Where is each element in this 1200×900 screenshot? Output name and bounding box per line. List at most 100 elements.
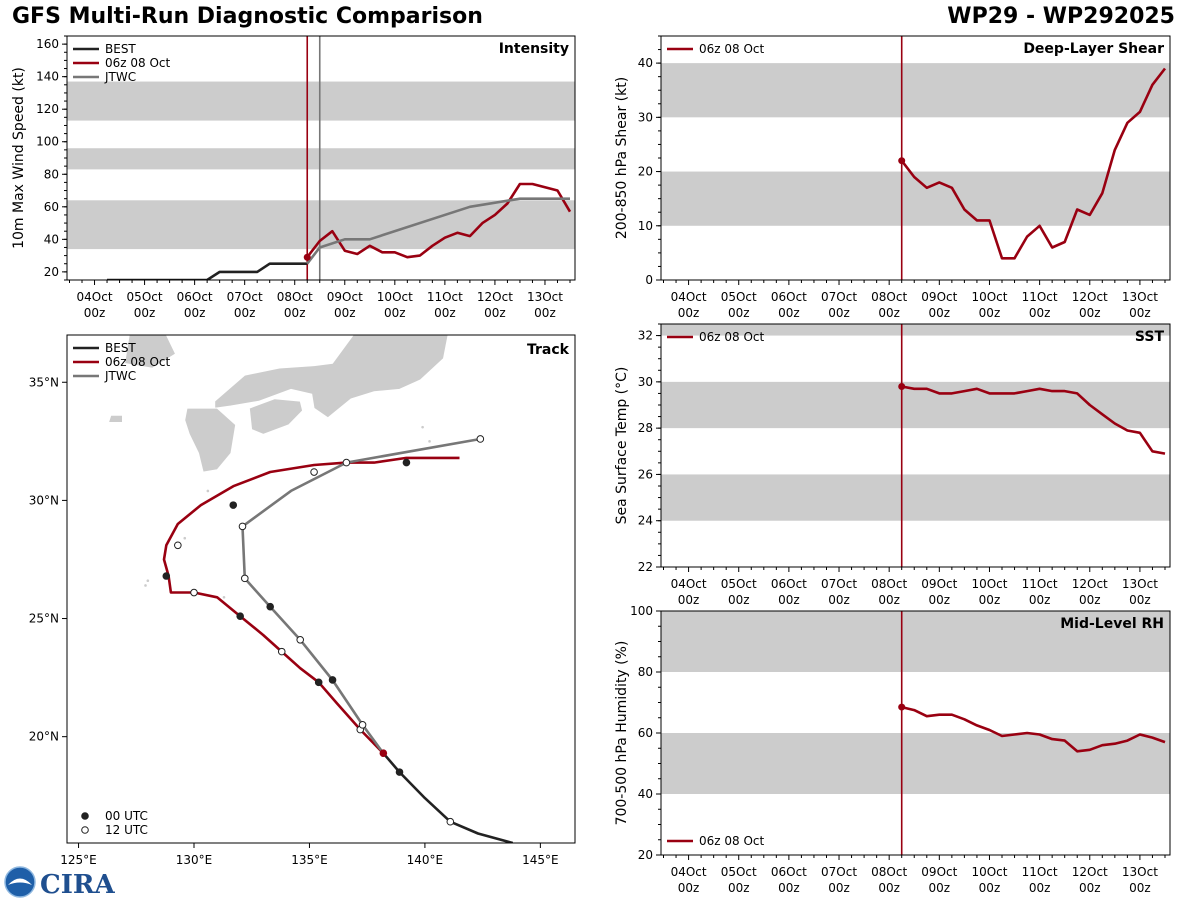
shear-xtick-label: 11Oct [1022,290,1058,304]
intensity-panel: 20 40 60 80 100 120 140 160 04Oct 00z 05Oct 00z 06Oc… [11,35,576,320]
shear-xtick-sublabel: 00z [979,306,1001,320]
track-ytick-label: 35°N [29,375,59,389]
track-start-point [379,749,388,758]
sst-xtick-label: 05Oct [721,577,757,591]
rh-band [661,611,1170,672]
shear-xtick-sublabel: 00z [929,306,951,320]
intensity-legend-label: BEST [105,42,136,56]
shear-xtick-sublabel: 00z [1129,306,1151,320]
intensity-ytick-label: 80 [44,167,59,181]
intensity-start-point [303,253,311,261]
intensity-ytick-label: 100 [36,135,59,149]
track-marker-legend-label: 00 UTC [105,809,148,823]
intensity-ylabel: 10m Max Wind Speed (kt) [11,67,27,249]
track-legend-label: JTWC [104,369,136,383]
sst-series-run [901,385,1166,455]
rh-xtick-sublabel: 00z [1029,881,1051,895]
intensity-xtick-sublabel: 00z [334,306,356,320]
land-mass [184,407,237,473]
land-mass [248,398,303,435]
sst-ylabel: Sea Surface Temp (°C) [614,367,630,525]
shear-xtick-label: 05Oct [721,290,757,304]
intensity-ytick-label: 160 [36,37,59,51]
sst-xtick-sublabel: 00z [1129,593,1151,607]
rh-xtick-label: 08Oct [871,865,907,879]
track-frame [66,334,576,844]
sst-xtick-sublabel: 00z [929,593,951,607]
sst-xtick-sublabel: 00z [728,593,750,607]
intensity-plot-area [67,36,575,280]
rh-panel: 20 40 60 80 100 04Oct 00z 05Oct 00z 06Oct 00z 07Oct… [614,604,1171,895]
intensity-xtick-sublabel: 00z [384,306,406,320]
track-xtick-label: 135°E [291,853,328,867]
sst-frame [660,323,1171,568]
track-plot-area [108,335,514,843]
shear-ytick-label: 10 [638,219,653,233]
rh-ytick-label: 100 [630,604,653,618]
shear-xtick-label: 12Oct [1072,290,1108,304]
track-point-jtwc [476,435,485,443]
intensity-legend-label: JTWC [104,70,136,84]
shear-xtick-sublabel: 00z [878,306,900,320]
land-mass [124,335,177,369]
shear-xtick-sublabel: 00z [678,306,700,320]
cira-logo-text: CIRA [40,870,115,900]
intensity-xtick-sublabel: 00z [234,306,256,320]
intensity-xtick-label: 04Oct [77,290,113,304]
intensity-series-run [306,182,572,259]
sst-ytick-label: 22 [638,560,653,574]
shear-xtick-label: 04Oct [671,290,707,304]
sst-xtick-label: 12Oct [1072,577,1108,591]
sst-ytick-label: 30 [638,375,653,389]
island [222,595,226,599]
intensity-xtick-label: 08Oct [277,290,313,304]
rh-xtick-sublabel: 00z [979,881,1001,895]
rh-ytick-label: 20 [638,848,653,862]
intensity-ytick-label: 20 [44,265,59,279]
sst-xtick-label: 08Oct [871,577,907,591]
intensity-band [67,148,575,170]
track-point-best [446,817,455,826]
track-ytick-label: 20°N [29,730,59,744]
intensity-ytick-label: 40 [44,232,59,246]
shear-xtick-label: 08Oct [871,290,907,304]
shear-band [661,63,1170,118]
island [206,489,210,493]
track-line-best [382,752,514,843]
rh-plot-area [661,611,1170,855]
island [144,584,147,587]
track-xtick-label: 125°E [60,853,97,867]
rh-xtick-sublabel: 00z [878,881,900,895]
sst-xtick-sublabel: 00z [828,593,850,607]
rh-xtick-label: 12Oct [1072,865,1108,879]
sst-ytick-label: 28 [638,421,653,435]
rh-ytick-label: 80 [638,665,653,679]
track-point-run [229,501,238,509]
shear-xtick-sublabel: 00z [728,306,750,320]
track-xtick-label: 130°E [176,853,213,867]
track-point-jtwc [358,721,367,729]
storm-id: WP29 - WP292025 [947,4,1175,29]
sst-ytick-label: 26 [638,467,653,481]
island [428,440,431,443]
intensity-xtick-label: 10Oct [377,290,413,304]
sst-xtick-sublabel: 00z [979,593,1001,607]
sst-xtick-sublabel: 00z [678,593,700,607]
intensity-xtick-sublabel: 00z [484,306,506,320]
track-point-run [277,647,286,656]
intensity-xtick-sublabel: 00z [184,306,206,320]
noaa-bird-icon [8,878,32,885]
shear-xtick-sublabel: 00z [778,306,800,320]
rh-band [661,733,1170,794]
rh-xtick-label: 11Oct [1022,865,1058,879]
track-point-jtwc [241,574,249,583]
shear-ytick-label: 40 [638,56,653,70]
track-point-best [395,768,404,776]
track-legend-label: BEST [105,341,136,355]
shear-xtick-label: 10Oct [971,290,1007,304]
sst-xtick-label: 04Oct [671,577,707,591]
intensity-xtick-label: 09Oct [327,290,363,304]
track-legend-label: 06z 08 Oct [105,355,171,369]
page-title: GFS Multi-Run Diagnostic Comparison [12,4,483,29]
